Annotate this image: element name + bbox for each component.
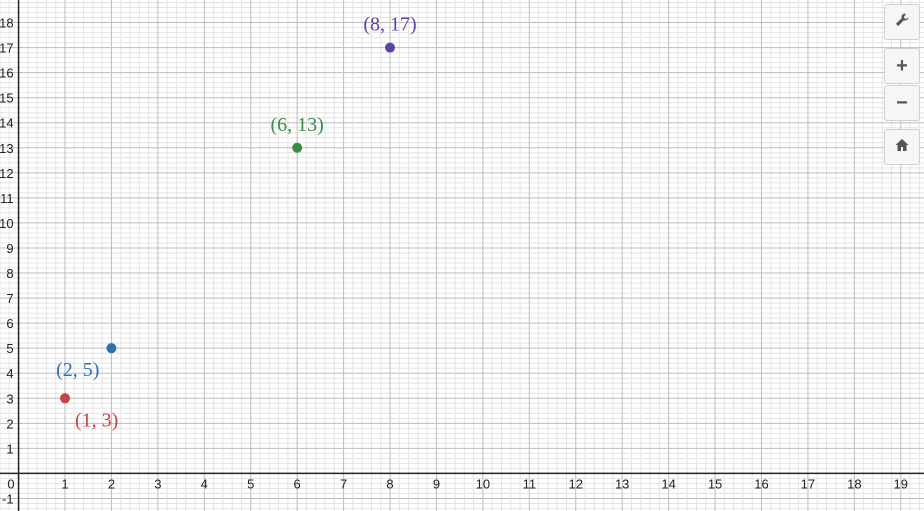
y-tick-label: 10 [0,216,14,231]
x-tick-label: 0 [7,476,14,491]
x-tick-label: 11 [523,476,537,491]
x-tick-label: 2 [108,476,115,491]
zoom-out-button[interactable]: − [884,85,920,121]
x-tick-label: 5 [247,476,254,491]
x-tick-label: 15 [708,476,722,491]
data-points [60,42,396,404]
data-point[interactable] [385,42,396,53]
x-tick-label: 18 [847,476,861,491]
y-tick-label: 16 [0,66,14,81]
y-tick-label: 14 [0,116,14,131]
point-label: (8, 17) [363,14,416,36]
x-tick-label: 19 [894,476,908,491]
data-point[interactable] [60,393,71,404]
point-label: (2, 5) [56,359,99,381]
zoom-out-label: − [896,92,908,114]
x-tick-label: 1 [61,476,68,491]
y-tick-label: 15 [0,91,14,106]
x-tick-label: 10 [476,476,490,491]
zoom-in-label: + [896,55,908,77]
y-tick-label: 2 [6,416,13,431]
y-tick-label: 11 [0,191,14,206]
data-point[interactable] [292,142,303,153]
y-tick-label: 3 [6,391,13,406]
x-tick-label: 9 [433,476,440,491]
home-button[interactable] [884,129,920,165]
data-point[interactable] [106,343,117,354]
home-icon [894,137,910,157]
y-tick-label: 12 [0,166,14,181]
x-tick-label: 3 [154,476,161,491]
y-tick-label: 13 [0,141,14,156]
x-tick-label: 13 [615,476,629,491]
settings-button[interactable] [884,4,920,40]
x-tick-label: 12 [569,476,583,491]
point-labels: (1, 3) (2, 5) (6, 13) (8, 17) [56,14,417,432]
x-tick-label: 17 [801,476,815,491]
point-label: (6, 13) [271,114,324,136]
x-tick-label: 8 [386,476,393,491]
y-tick-label: 4 [6,366,13,381]
x-tick-label: 16 [754,476,768,491]
y-tick-label: 9 [6,241,13,256]
y-tick-label: 18 [0,16,14,31]
y-tick-label: 7 [6,291,13,306]
x-tick-label: 7 [340,476,347,491]
y-tick-label: 1 [6,441,13,456]
y-tick-label: 17 [0,41,14,56]
x-tick-label: 6 [294,476,301,491]
wrench-icon [894,12,910,32]
x-tick-label: 14 [661,476,675,491]
point-label: (1, 3) [75,409,118,431]
y-tick-label: 8 [6,266,13,281]
y-tick-label: 6 [6,316,13,331]
y-tick-label: -1 [2,491,14,506]
tick-labels: 0 1 2 3 4 5 6 7 8 9 10 11 12 13 14 15 16 17 18 19-112345678… [0,16,908,507]
x-tick-label: 4 [201,476,208,491]
zoom-in-button[interactable]: + [884,48,920,84]
y-tick-label: 5 [6,341,13,356]
